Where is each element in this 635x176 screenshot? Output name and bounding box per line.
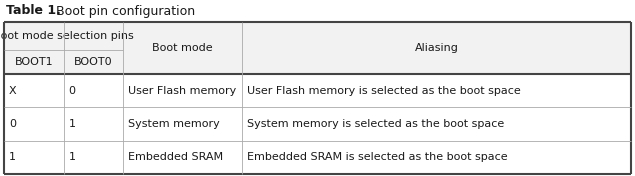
Bar bbox=[243, 107, 631, 141]
Text: Embedded SRAM: Embedded SRAM bbox=[128, 152, 224, 162]
Bar bbox=[243, 22, 631, 74]
Text: X: X bbox=[9, 86, 17, 96]
Text: 1: 1 bbox=[9, 152, 16, 162]
Text: System memory is selected as the boot space: System memory is selected as the boot sp… bbox=[247, 119, 505, 129]
Text: 1: 1 bbox=[69, 119, 76, 129]
Text: 0: 0 bbox=[9, 119, 16, 129]
Bar bbox=[4, 107, 64, 141]
Text: Table 1.: Table 1. bbox=[6, 5, 61, 17]
Text: User Flash memory: User Flash memory bbox=[128, 86, 236, 96]
Text: 1: 1 bbox=[69, 152, 76, 162]
Text: Aliasing: Aliasing bbox=[415, 43, 458, 53]
Bar bbox=[243, 141, 631, 174]
Bar bbox=[4, 50, 64, 74]
Text: User Flash memory is selected as the boot space: User Flash memory is selected as the boo… bbox=[247, 86, 521, 96]
Bar bbox=[64, 74, 123, 107]
Bar bbox=[4, 141, 64, 174]
Bar bbox=[64, 50, 123, 74]
Bar bbox=[123, 107, 243, 141]
Text: Boot mode selection pins: Boot mode selection pins bbox=[0, 31, 134, 41]
Bar bbox=[243, 74, 631, 107]
Bar bbox=[64, 107, 123, 141]
Bar bbox=[4, 74, 64, 107]
Bar bbox=[123, 22, 243, 74]
Text: Boot pin configuration: Boot pin configuration bbox=[56, 5, 195, 17]
Bar bbox=[123, 74, 243, 107]
Text: Embedded SRAM is selected as the boot space: Embedded SRAM is selected as the boot sp… bbox=[247, 152, 508, 162]
Text: System memory: System memory bbox=[128, 119, 220, 129]
Text: Boot mode: Boot mode bbox=[152, 43, 213, 53]
Bar bbox=[4, 22, 123, 50]
Text: BOOT1: BOOT1 bbox=[15, 57, 53, 67]
Bar bbox=[123, 141, 243, 174]
Bar bbox=[64, 141, 123, 174]
Text: BOOT0: BOOT0 bbox=[74, 57, 112, 67]
Text: 0: 0 bbox=[69, 86, 76, 96]
